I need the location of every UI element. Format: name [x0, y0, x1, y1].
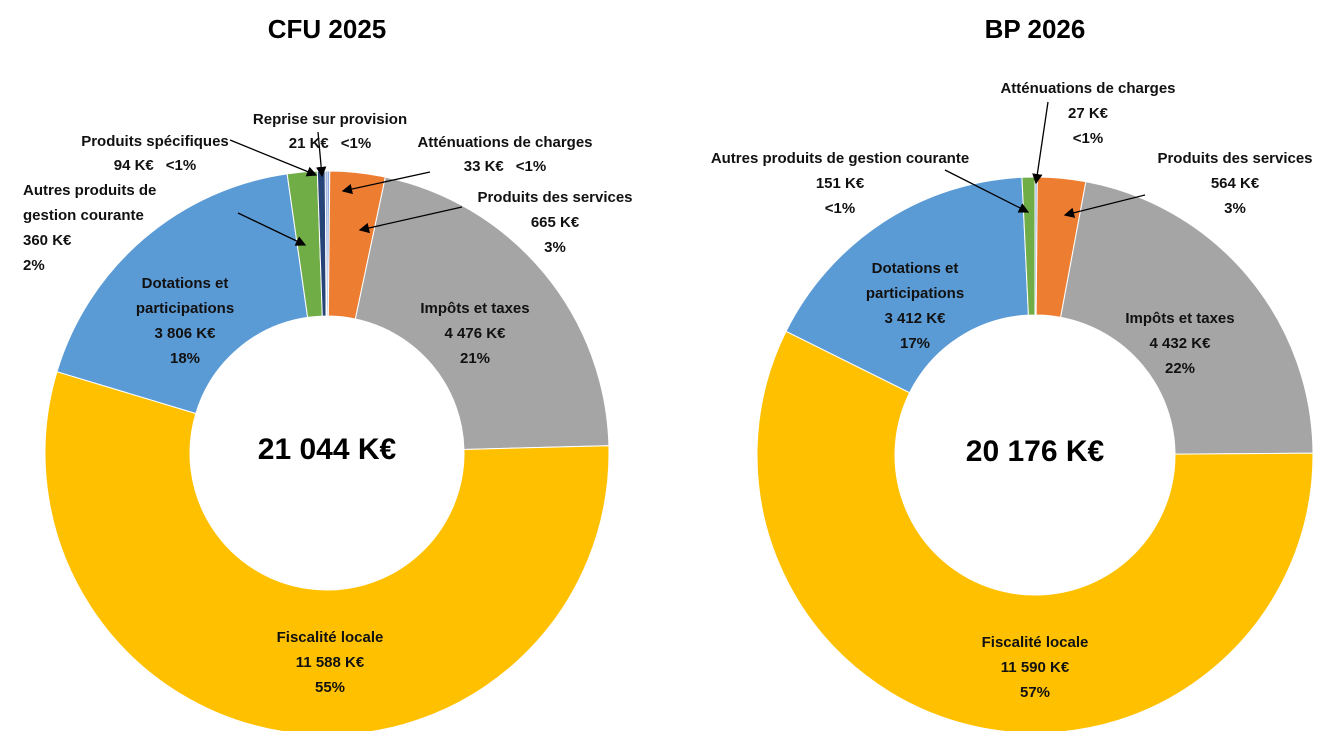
slice-label: Autres produits de gestion courante 151 K…	[695, 146, 985, 221]
slice-label: Produits des services 564 K€ 3%	[1135, 146, 1328, 221]
slice-value: 21 K€	[288, 135, 329, 152]
total-label: 20 176 K€	[965, 435, 1105, 468]
slice-name: Produits des services	[1157, 150, 1313, 167]
slice-percent: <1%	[340, 135, 372, 152]
slice-value: 11 588 K€	[295, 654, 365, 671]
slice-name: Atténuations de charges	[1000, 80, 1176, 97]
slice-percent: 3%	[1224, 200, 1246, 217]
slice-label: Atténuations de charges 27 K€ <1%	[978, 76, 1198, 151]
leader-arrow	[944, 169, 1030, 213]
slice-label: Produits des services 665 K€ 3%	[445, 185, 665, 260]
slice-name: Impôts et taxes	[1125, 310, 1235, 327]
slice-percent: 17%	[899, 335, 931, 352]
slice-percent: <1%	[515, 158, 547, 175]
slice-name: Produits spécifiques	[81, 133, 229, 150]
leader-arrow	[341, 171, 431, 195]
slice-name: Autres produits de gestion courante	[710, 150, 970, 167]
slice-value: 3 806 K€	[154, 325, 216, 342]
leader-arrow	[237, 212, 307, 246]
slice-percent: 2%	[23, 257, 45, 274]
slice-value: 3 412 K€	[884, 310, 946, 327]
slice-percent: <1%	[165, 157, 197, 174]
slice-label: Fiscalité locale 11 588 K€ 55%	[230, 625, 430, 700]
slice-percent: 55%	[314, 679, 346, 696]
slice-name: Fiscalité locale	[981, 634, 1089, 651]
slice-name: Atténuations de charges	[417, 134, 593, 151]
slice-value: 11 590 K€	[1000, 659, 1070, 676]
slice-value: 564 K€	[1210, 175, 1260, 192]
slice-value: 151 K€	[815, 175, 865, 192]
total-label: 21 044 K€	[257, 433, 397, 466]
chart-title: CFU 2025	[267, 14, 387, 44]
slice-percent: 22%	[1164, 360, 1196, 377]
donut-slice	[56, 173, 309, 415]
slice-label: Fiscalité locale 11 590 K€ 57%	[935, 630, 1135, 705]
slice-value: 4 476 K€	[444, 325, 506, 342]
slice-percent: 18%	[169, 350, 201, 367]
slice-percent: <1%	[1072, 130, 1104, 147]
leader-arrow	[1063, 194, 1146, 218]
slice-name: Produits des services	[477, 189, 633, 206]
slice-label: Dotations et participations 3 412 K€ 17%	[845, 256, 985, 356]
donut-slice	[785, 176, 1029, 394]
slice-value: 360 K€	[23, 232, 72, 249]
slice-value: 27 K€	[1067, 105, 1109, 122]
slice-name: Impôts et taxes	[420, 300, 530, 317]
slice-name: Dotations et participations	[865, 260, 965, 302]
slice-value: 33 K€	[463, 158, 504, 175]
leader-arrow	[358, 206, 463, 234]
slice-percent: 3%	[544, 239, 566, 256]
slice-label: Dotations et participations 3 806 K€ 18%	[115, 271, 255, 371]
slice-percent: 57%	[1019, 684, 1051, 701]
donut-slice	[1060, 181, 1314, 455]
chart-title: BP 2026	[984, 14, 1086, 44]
donut-slice	[354, 176, 610, 450]
slice-name: Dotations et participations	[135, 275, 235, 317]
slice-label: Impôts et taxes 4 432 K€ 22%	[1080, 306, 1280, 381]
slice-label: Produits spécifiques 94 K€ <1%	[60, 130, 250, 178]
slice-name: Reprise sur provision	[252, 111, 408, 128]
slice-label: Impôts et taxes 4 476 K€ 21%	[375, 296, 575, 371]
slice-name: Fiscalité locale	[276, 629, 384, 646]
slice-value: 665 K€	[530, 214, 580, 231]
slice-percent: <1%	[824, 200, 856, 217]
slice-name: Autres produits de gestion courante	[23, 182, 157, 224]
leader-arrow	[1032, 101, 1049, 185]
donut-slice	[44, 371, 610, 731]
slice-label: Atténuations de charges 33 K€ <1%	[395, 131, 615, 179]
donut-slice	[756, 330, 1314, 731]
leader-arrow	[315, 131, 327, 178]
slice-value: 4 432 K€	[1149, 335, 1211, 352]
leader-arrow	[229, 139, 318, 177]
slice-label: Autres produits de gestion courante 360 K…	[23, 178, 183, 278]
slice-label: Reprise sur provision 21 K€ <1%	[235, 108, 425, 156]
slice-value: 94 K€	[113, 157, 154, 174]
slice-percent: 21%	[459, 350, 491, 367]
